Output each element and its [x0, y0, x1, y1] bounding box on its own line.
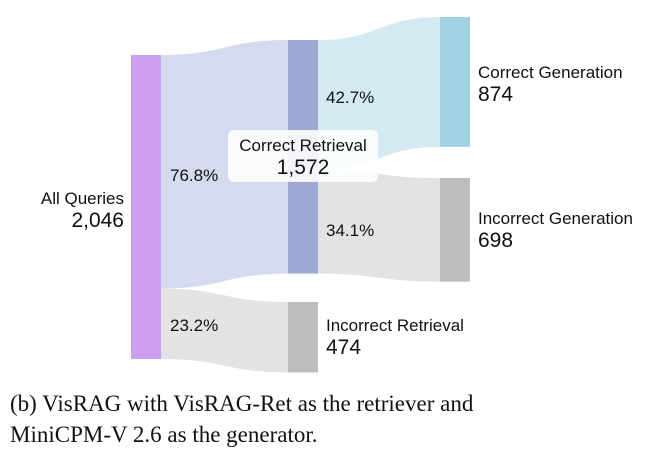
node-bar-ig — [440, 178, 470, 282]
node-bar-all — [131, 55, 161, 359]
link-percent-all-to-incorrect-retrieval: 23.2% — [170, 316, 218, 335]
node-label-all-queries: All Queries — [41, 189, 124, 208]
node-bar-ir — [288, 302, 318, 373]
figure-caption: (b) VisRAG with VisRAG-Ret as the retrie… — [10, 388, 658, 450]
link-cr-to-ig — [318, 169, 440, 282]
correct-retrieval-label-box — [228, 130, 378, 182]
node-bar-cg — [440, 17, 470, 147]
node-value-incorrect-generation: 698 — [478, 229, 513, 252]
node-label-correct-retrieval: Correct Retrieval — [239, 136, 367, 155]
link-all-to-ir — [161, 288, 288, 373]
link-percent-all-to-correct-retrieval: 76.8% — [170, 166, 218, 185]
node-value-correct-generation: 874 — [478, 83, 513, 106]
link-percent-retrieval-to-incorrect-generation: 34.1% — [326, 221, 374, 240]
node-value-correct-retrieval: 1,572 — [277, 156, 330, 179]
node-label-incorrect-retrieval: Incorrect Retrieval — [326, 316, 464, 335]
caption-line-1: (b) VisRAG with VisRAG-Ret as the retrie… — [10, 391, 474, 416]
sankey-chart: All Queries 2,046 76.8% 23.2% 42.7% 34.1… — [41, 17, 633, 373]
link-percent-retrieval-to-correct-generation: 42.7% — [326, 88, 374, 107]
node-label-correct-generation: Correct Generation — [478, 63, 623, 82]
node-label-incorrect-generation: Incorrect Generation — [478, 209, 633, 228]
link-all-to-cr — [161, 40, 288, 289]
node-value-incorrect-retrieval: 474 — [326, 336, 361, 359]
labels-layer: All Queries 2,046 76.8% 23.2% 42.7% 34.1… — [41, 63, 633, 359]
caption-line-2: MiniCPM-V 2.6 as the generator. — [10, 422, 318, 447]
node-value-all-queries: 2,046 — [71, 209, 124, 232]
